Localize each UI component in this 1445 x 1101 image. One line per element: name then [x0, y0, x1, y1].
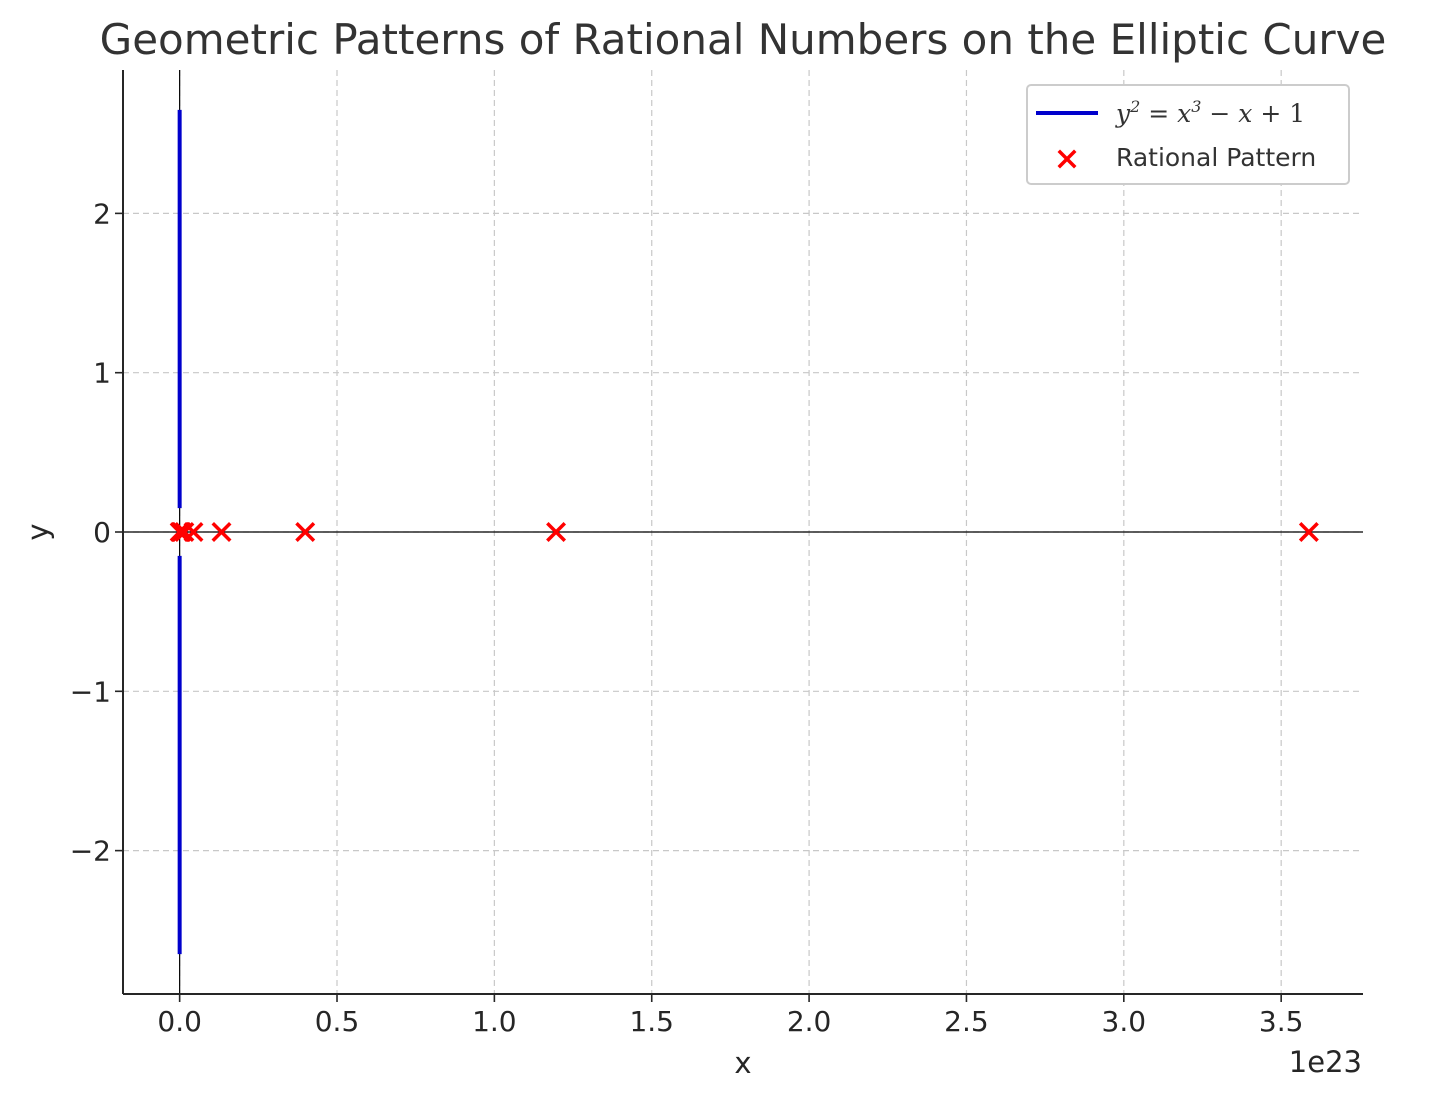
x-tick-label: 2.0: [787, 1005, 832, 1038]
chart-title: Geometric Patterns of Rational Numbers o…: [100, 15, 1387, 64]
y-tick-label: −2: [70, 835, 111, 868]
y-tick-label: 1: [93, 357, 111, 390]
x-tick-label: 1.5: [629, 1005, 674, 1038]
x-tick-label: 3.0: [1102, 1005, 1147, 1038]
legend: y2 = x3 − x + 1 Rational Pattern: [1026, 84, 1350, 185]
y-tick-label: 0: [93, 516, 111, 549]
legend-scatter-label: Rational Pattern: [1116, 143, 1316, 172]
x-tick-label: 3.5: [1259, 1005, 1304, 1038]
x-axis-label: x: [734, 1046, 751, 1080]
rational-point-marker: [295, 522, 316, 542]
x-tick-label: 0.5: [315, 1005, 360, 1038]
legend-frame: [1026, 84, 1350, 185]
zero-reference-lines: [123, 70, 1363, 994]
y-axis-ticks: −2 −1 0 1 2: [70, 197, 123, 868]
plot-area: [169, 109, 1319, 955]
x-tick-label: 0.0: [157, 1005, 202, 1038]
legend-scatter-swatch: [1057, 149, 1077, 169]
rational-point-marker: [546, 522, 567, 542]
rational-point-marker: [211, 522, 232, 542]
x-tick-label: 1.0: [472, 1005, 517, 1038]
y-axis-label: y: [21, 523, 55, 540]
y-tick-label: 2: [93, 197, 111, 230]
x-tick-label: 2.5: [944, 1005, 989, 1038]
rational-point-marker: [183, 522, 204, 542]
legend-line-label: y2 = x3 − x + 1: [1115, 97, 1305, 128]
x-axis-ticks: 0.0 0.5 1.0 1.5 2.0 2.5 3.0 3.5: [157, 994, 1303, 1038]
x-axis-offset-text: 1e23: [1289, 1045, 1362, 1079]
y-tick-label: −1: [70, 675, 111, 708]
rational-point-marker: [1298, 522, 1319, 542]
